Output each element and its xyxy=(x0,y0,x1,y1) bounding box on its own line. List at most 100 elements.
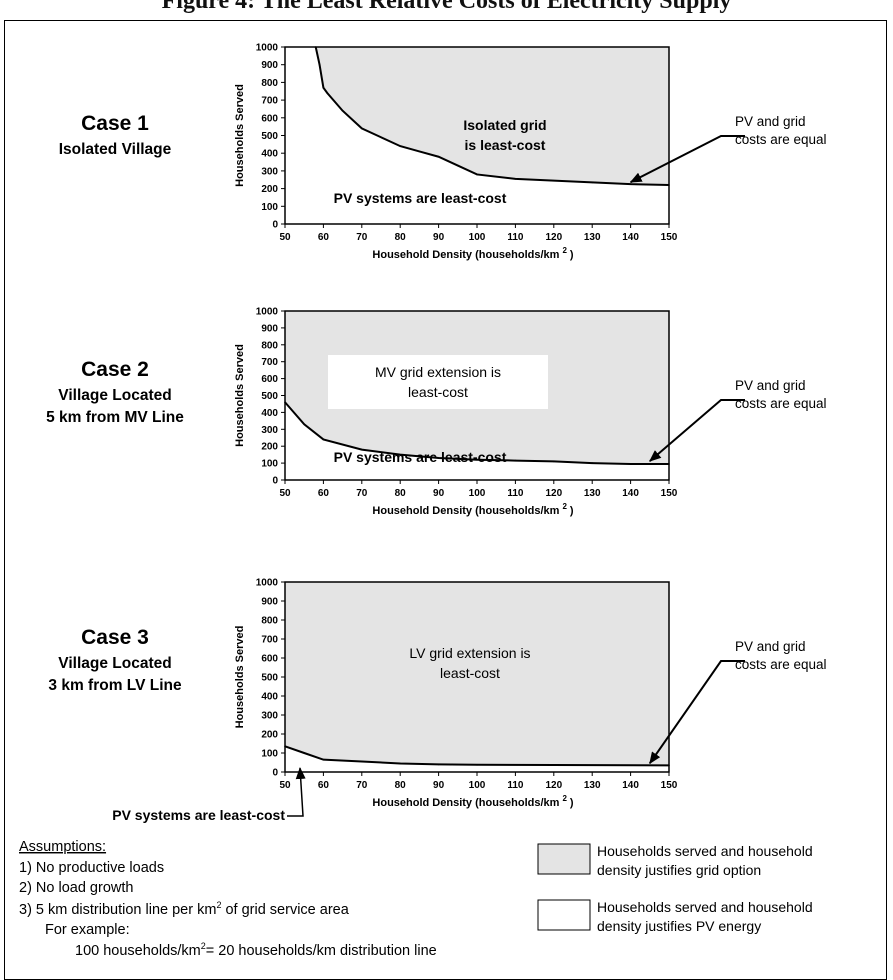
y-tick-label: 800 xyxy=(261,78,278,89)
legend-label-line: density justifies grid option xyxy=(597,862,761,878)
legend-label-line: Households served and household xyxy=(597,899,813,915)
y-tick-label: 400 xyxy=(261,149,278,160)
x-axis-label: Household Density (households/km 2) xyxy=(372,246,573,261)
boundary-point xyxy=(303,752,306,754)
x-axis-label-sup: 2 xyxy=(562,502,567,511)
assumption-item: 1) No productive loads xyxy=(19,860,164,876)
case-subtitle-line: 5 km from MV Line xyxy=(46,409,184,426)
x-tick-label: 140 xyxy=(622,488,639,499)
x-tick-label: 110 xyxy=(507,232,524,243)
x-tick-label: 70 xyxy=(356,488,368,499)
x-axis-label-close: ) xyxy=(570,505,574,517)
annotation-line: costs are equal xyxy=(735,657,827,672)
pv-region-label: PV systems are least-cost xyxy=(112,807,285,823)
pv-label-arrow xyxy=(287,767,306,817)
grid-region-label-line: is least-cost xyxy=(465,137,546,153)
y-tick-label: 700 xyxy=(261,357,278,368)
annotation-line: costs are equal xyxy=(735,396,827,411)
case-subtitle-line: Isolated Village xyxy=(59,141,172,158)
legend-label-line: density justifies PV energy xyxy=(597,918,761,934)
y-tick-label: 500 xyxy=(261,391,278,402)
x-tick-label: 90 xyxy=(433,232,445,243)
y-tick-label: 0 xyxy=(272,476,278,487)
case-3-panel: Case 3 Village Located 3 km from LV Line 0 1… xyxy=(48,578,826,810)
y-tick-label: 700 xyxy=(261,635,278,646)
x-tick-label: 90 xyxy=(433,780,445,791)
x-tick-label: 120 xyxy=(545,232,562,243)
boundary-point xyxy=(629,183,632,185)
boundary-point xyxy=(553,764,555,766)
y-tick-label: 300 xyxy=(261,425,278,436)
boundary-point xyxy=(303,423,306,426)
boundary-point xyxy=(514,459,517,462)
x-tick-label: 60 xyxy=(318,780,330,791)
boundary-point xyxy=(341,109,344,112)
assumption-item-3-rest: of grid service area xyxy=(221,902,349,918)
boundary-point xyxy=(591,462,593,464)
case-1-panel: Case 1 Isolated Village 0 100 200 300 400 500 60… xyxy=(59,43,827,262)
boundary-point xyxy=(457,164,459,167)
x-axis-label-close: ) xyxy=(570,797,574,809)
boundary-point xyxy=(476,763,478,766)
x-tick-label: 140 xyxy=(622,232,639,243)
x-tick-label: 80 xyxy=(395,232,407,243)
y-tick-label: 200 xyxy=(261,730,278,741)
y-tick-label: 0 xyxy=(272,220,278,231)
y-axis-label: Households Served xyxy=(234,84,246,187)
x-tick-label: 50 xyxy=(279,780,291,791)
case-subtitle-line: Village Located xyxy=(58,387,171,404)
y-tick-label: 500 xyxy=(261,673,278,684)
y-tick-label: 300 xyxy=(261,711,278,722)
x-axis-label: Household Density (households/km 2) xyxy=(372,794,573,809)
y-tick-label: 1000 xyxy=(256,307,279,318)
x-axis-label-sup: 2 xyxy=(562,246,567,255)
x-axis-label-sup: 2 xyxy=(562,794,567,803)
x-tick-label: 100 xyxy=(469,488,486,499)
boundary-point xyxy=(322,758,325,761)
assumption-example: 100 households/km2= 20 households/km dis… xyxy=(75,941,437,959)
boundary-point xyxy=(591,181,593,184)
assumption-example-sup: 2 xyxy=(201,941,206,951)
grid-region-label-line: least-cost xyxy=(440,665,500,681)
assumption-item-3-sup: 2 xyxy=(216,900,221,910)
boundary-point xyxy=(437,763,440,766)
legend-swatch xyxy=(537,899,591,931)
x-axis-label-main: Household Density (households/km xyxy=(372,505,559,517)
boundary-point xyxy=(380,136,382,139)
x-tick-label: 130 xyxy=(584,488,601,499)
case-subtitle-line: 3 km from LV Line xyxy=(48,677,182,694)
case-subtitle-line: Village Located xyxy=(58,655,171,672)
boundary-point xyxy=(437,457,440,459)
x-tick-label: 50 xyxy=(279,488,291,499)
y-tick-label: 100 xyxy=(261,202,278,213)
assumption-item: 2) No load growth xyxy=(19,880,133,896)
boundary-point xyxy=(326,92,329,94)
boundary-point xyxy=(476,173,478,176)
assumption-example-heading: For example: xyxy=(45,922,130,938)
x-axis-label-main: Household Density (households/km xyxy=(372,249,559,261)
assumption-example-main: 100 households/km xyxy=(75,943,201,959)
x-tick-label: 100 xyxy=(469,780,486,791)
x-tick-label: 90 xyxy=(433,488,445,499)
y-tick-label: 0 xyxy=(272,768,278,779)
x-tick-label: 150 xyxy=(661,232,678,243)
boundary-point xyxy=(629,463,632,465)
figure-title: Figure 4: The Least Relative Costs of El… xyxy=(161,0,732,14)
x-tick-label: 140 xyxy=(622,780,639,791)
y-tick-label: 100 xyxy=(261,459,278,470)
boundary-point xyxy=(399,762,402,765)
boundary-point xyxy=(399,145,402,147)
x-tick-label: 150 xyxy=(661,488,678,499)
x-axis-label: Household Density (households/km 2) xyxy=(372,502,573,517)
y-tick-label: 600 xyxy=(261,654,278,665)
annotation-arrow xyxy=(648,660,745,765)
cost-boundary-line xyxy=(284,401,669,465)
y-tick-label: 1000 xyxy=(256,43,279,54)
y-tick-label: 300 xyxy=(261,166,278,177)
y-tick-label: 400 xyxy=(261,408,278,419)
y-tick-label: 900 xyxy=(261,323,278,334)
x-axis-label-main: Household Density (households/km xyxy=(372,797,559,809)
boundary-point xyxy=(322,86,325,89)
x-tick-label: 110 xyxy=(507,488,524,499)
grid-region-label-line: LV grid extension is xyxy=(409,645,530,661)
